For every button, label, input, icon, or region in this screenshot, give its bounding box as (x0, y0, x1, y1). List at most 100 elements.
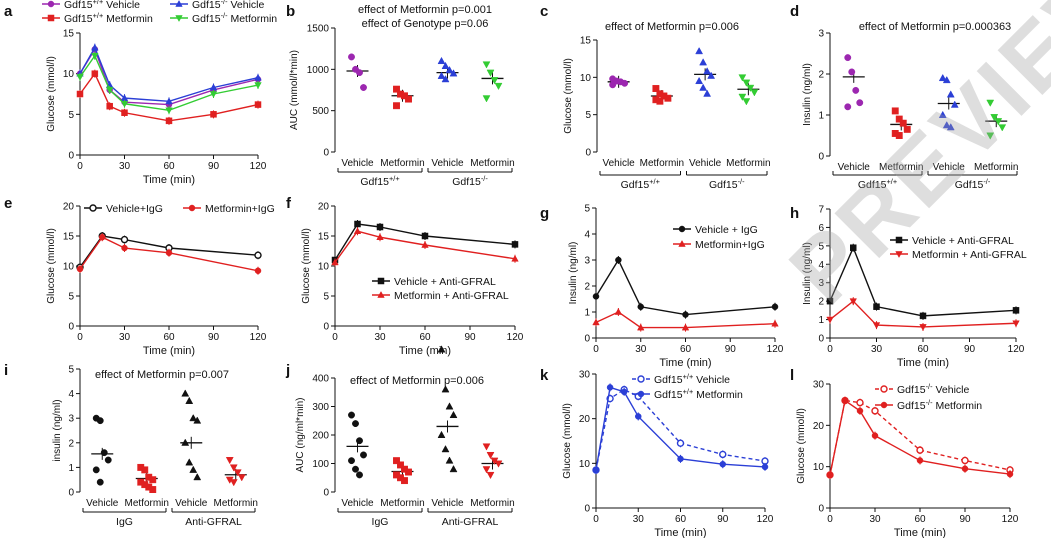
legend-marker (89, 204, 97, 212)
y-tick-label: 5 (68, 292, 74, 303)
x-tick-label: 60 (675, 514, 687, 525)
y-tick-label: 2 (818, 70, 824, 81)
y-tick-label: 10 (813, 462, 825, 473)
data-point (165, 107, 173, 115)
data-point (916, 457, 924, 464)
y-tick-label: 6 (818, 223, 824, 234)
panel-j: j 0 100 200 300 400 AUC (ng/ml*min) effect of M… (285, 345, 515, 528)
data-point (104, 456, 112, 464)
x-axis-label: Time (min) (654, 527, 706, 538)
data-point (181, 389, 190, 397)
data-point (393, 102, 400, 110)
data-point (946, 90, 955, 98)
legend-marker (47, 0, 55, 8)
panel-letter: f (286, 195, 292, 212)
y-tick-label: 0 (818, 504, 824, 515)
x-tick-label: 0 (827, 514, 833, 525)
x-axis-label: Time (min) (897, 357, 949, 369)
data-point (193, 473, 202, 481)
data-point (437, 71, 446, 79)
x-tick-label: 60 (914, 514, 926, 525)
y-tick-label: 2 (68, 438, 74, 449)
data-point (229, 479, 238, 487)
data-point (441, 61, 450, 69)
data-point (356, 471, 363, 479)
series-line (595, 258, 776, 316)
series: Gdf15+/+ Metformin (42, 11, 262, 125)
data-point (376, 233, 384, 240)
data-point (664, 94, 672, 102)
group-label: Anti-GFRAL (442, 516, 499, 528)
y-tick-label: 15 (580, 36, 592, 47)
data-point (919, 324, 927, 331)
data-point (771, 319, 779, 327)
y-axis-label: AUC (mmol/l*min) (289, 50, 300, 130)
data-point (486, 451, 495, 460)
y-tick-label: 0 (585, 148, 591, 159)
y-tick-label: 30 (579, 370, 591, 381)
data-point (482, 466, 491, 474)
group-points (135, 463, 158, 493)
data-point (486, 69, 495, 77)
y-tick-label: 10 (579, 459, 591, 470)
legend-label: Metformin + Anti-GFRAL (912, 249, 1027, 261)
data-point (141, 466, 149, 474)
y-tick-label: 500 (312, 106, 329, 117)
data-point (254, 267, 262, 275)
data-point (149, 486, 157, 493)
data-point (961, 465, 969, 472)
data-point (96, 417, 104, 425)
category-label: Vehicle (689, 158, 722, 169)
data-point (998, 124, 1007, 132)
y-tick-label: 10 (63, 69, 75, 80)
x-tick-label: 120 (507, 332, 524, 343)
group-points (180, 389, 203, 481)
panel-h: h 0 1 2 3 4 5 6 7 Insulin (ng/ml) 0 30 60 90 120 Time (… (790, 205, 1027, 370)
data-point (185, 458, 194, 466)
data-point (856, 398, 864, 407)
x-tick-label: 120 (250, 332, 267, 343)
data-point (354, 220, 361, 228)
data-point (990, 114, 999, 122)
x-tick-label: 120 (757, 514, 774, 525)
y-tick-label: 10 (580, 73, 592, 84)
y-tick-label: 1 (68, 463, 74, 474)
legend-marker (880, 401, 888, 409)
category-label: Metformin (470, 158, 514, 169)
category-label: Vehicle (175, 498, 208, 509)
y-axis-label: AUC (ng/ml*min) (295, 397, 306, 472)
data-point (356, 69, 363, 77)
data-point (695, 76, 704, 85)
group-points (91, 414, 114, 486)
x-tick-label: 90 (208, 161, 220, 172)
data-point (91, 52, 99, 60)
data-point (938, 110, 947, 118)
data-point (942, 121, 951, 129)
y-tick-label: 4 (584, 230, 590, 241)
y-tick-label: 1 (584, 308, 590, 319)
panel-letter: e (4, 195, 12, 212)
panel-b: b 0 500 1000 1500 AUC (mmol/l*min) effect of M… (286, 3, 515, 188)
panel-subtitle: effect of Genotype p=0.06 (362, 18, 489, 30)
panel-letter: d (790, 3, 799, 20)
legend-marker (47, 14, 55, 22)
x-tick-label: 30 (119, 332, 131, 343)
data-point (841, 397, 849, 404)
y-tick-label: 0 (68, 151, 74, 162)
data-point (946, 123, 955, 131)
data-point (76, 265, 84, 273)
data-point (746, 84, 755, 92)
data-point (848, 68, 856, 76)
category-label: Vehicle (838, 162, 871, 173)
panel-letter: h (790, 205, 799, 222)
data-point (609, 81, 617, 89)
y-tick-label: 0 (584, 334, 590, 345)
series: Gdf15-/- Metformin (76, 11, 277, 115)
category-label: Metformin (974, 162, 1018, 173)
y-tick-label: 0 (818, 334, 824, 345)
data-point (761, 463, 769, 471)
panel-title: effect of Metformin p=0.006 (350, 375, 484, 387)
x-tick-label: 60 (419, 332, 431, 343)
data-point (719, 450, 727, 459)
legend-marker (895, 251, 903, 258)
